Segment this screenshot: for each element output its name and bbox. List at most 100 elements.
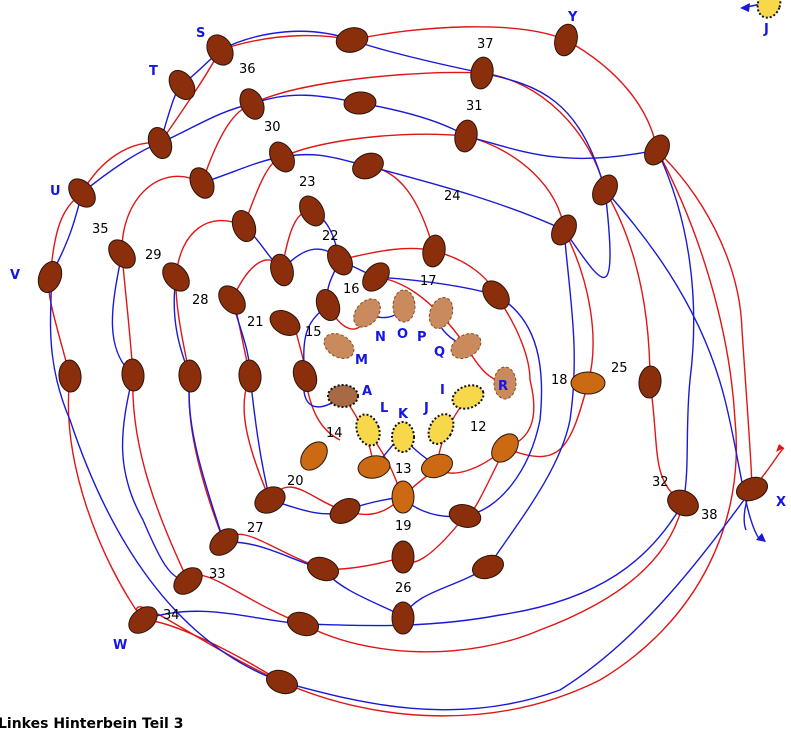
bead [392, 289, 416, 323]
bead [287, 611, 319, 637]
bead [209, 528, 239, 556]
bead [189, 167, 215, 199]
bead [329, 498, 361, 524]
bead [427, 413, 455, 445]
bead [422, 234, 446, 268]
bead [421, 453, 453, 479]
label-32: 32 [652, 475, 669, 490]
bead [451, 384, 485, 410]
bead [428, 297, 454, 329]
bead [238, 359, 262, 393]
bead [335, 27, 369, 53]
bead [315, 289, 341, 321]
bead [391, 601, 415, 635]
bead [300, 441, 328, 471]
bead [756, 0, 782, 19]
bead [231, 210, 257, 242]
bead [266, 669, 298, 695]
bead [121, 358, 145, 392]
bead [254, 486, 286, 514]
bead [269, 141, 295, 173]
bead [162, 262, 190, 292]
beads [37, 0, 782, 695]
bead [270, 253, 294, 287]
letter-t: T [149, 64, 158, 79]
bead [327, 244, 353, 276]
letter-p: P [417, 330, 427, 345]
bead [454, 119, 478, 153]
label-17: 17 [420, 274, 437, 289]
number-labels: 12 13 14 15 16 17 18 19 20 21 22 23 24 2… [92, 37, 718, 623]
bead [736, 476, 768, 502]
bead [68, 178, 96, 208]
letter-x: X [776, 495, 786, 510]
bead [644, 134, 670, 166]
label-27: 27 [247, 521, 264, 536]
label-14: 14 [326, 426, 343, 441]
bead [343, 91, 377, 115]
letter-j-corner: J [763, 22, 769, 37]
label-26: 26 [395, 581, 412, 596]
letter-labels: A I J K L M N O P Q R S T U V W X Y J [10, 10, 786, 653]
letter-u: U [50, 184, 61, 199]
bead [218, 285, 246, 315]
bead [450, 333, 482, 359]
label-12: 12 [470, 420, 487, 435]
label-30: 30 [264, 120, 281, 135]
bead [470, 56, 494, 90]
letter-n: N [375, 330, 386, 345]
arrows [740, 3, 784, 542]
label-23: 23 [299, 175, 316, 190]
bead [391, 421, 415, 453]
letter-i: I [440, 383, 445, 398]
letter-l: L [380, 401, 388, 416]
bead [592, 174, 618, 206]
bead [147, 127, 173, 159]
bead [353, 298, 381, 328]
bead [173, 567, 203, 595]
bead [551, 214, 577, 246]
bead [482, 280, 510, 310]
bead [299, 195, 325, 227]
bead [327, 384, 359, 408]
label-37: 37 [477, 37, 494, 52]
bead [391, 480, 415, 514]
letter-j: J [423, 401, 429, 416]
bead [491, 433, 519, 463]
letter-r: R [498, 379, 508, 394]
label-16: 16 [343, 282, 360, 297]
bead [323, 333, 355, 359]
label-19: 19 [395, 519, 412, 534]
bead [206, 34, 234, 66]
label-25: 25 [611, 361, 628, 376]
bead [472, 554, 504, 580]
bead [58, 359, 82, 393]
bead [168, 69, 196, 101]
letter-o: O [397, 327, 408, 342]
bead [292, 360, 318, 392]
label-31: 31 [466, 99, 483, 114]
letter-v: V [10, 268, 20, 283]
label-28: 28 [192, 293, 209, 308]
label-29: 29 [145, 248, 162, 263]
label-18: 18 [551, 373, 568, 388]
bead [178, 359, 202, 393]
letter-w: W [113, 638, 127, 653]
letter-m: M [355, 353, 368, 368]
bead [448, 504, 482, 528]
label-38: 38 [701, 508, 718, 523]
letter-a: A [362, 384, 372, 399]
label-21: 21 [247, 315, 264, 330]
label-36: 36 [239, 62, 256, 77]
bead [307, 556, 339, 582]
label-35: 35 [92, 222, 109, 237]
letter-k: K [398, 407, 409, 422]
letter-s: S [196, 26, 205, 41]
bead [357, 455, 391, 479]
bead [108, 239, 136, 269]
bead [128, 606, 158, 634]
label-13: 13 [395, 462, 412, 477]
bead [269, 310, 301, 336]
label-22: 22 [322, 229, 339, 244]
